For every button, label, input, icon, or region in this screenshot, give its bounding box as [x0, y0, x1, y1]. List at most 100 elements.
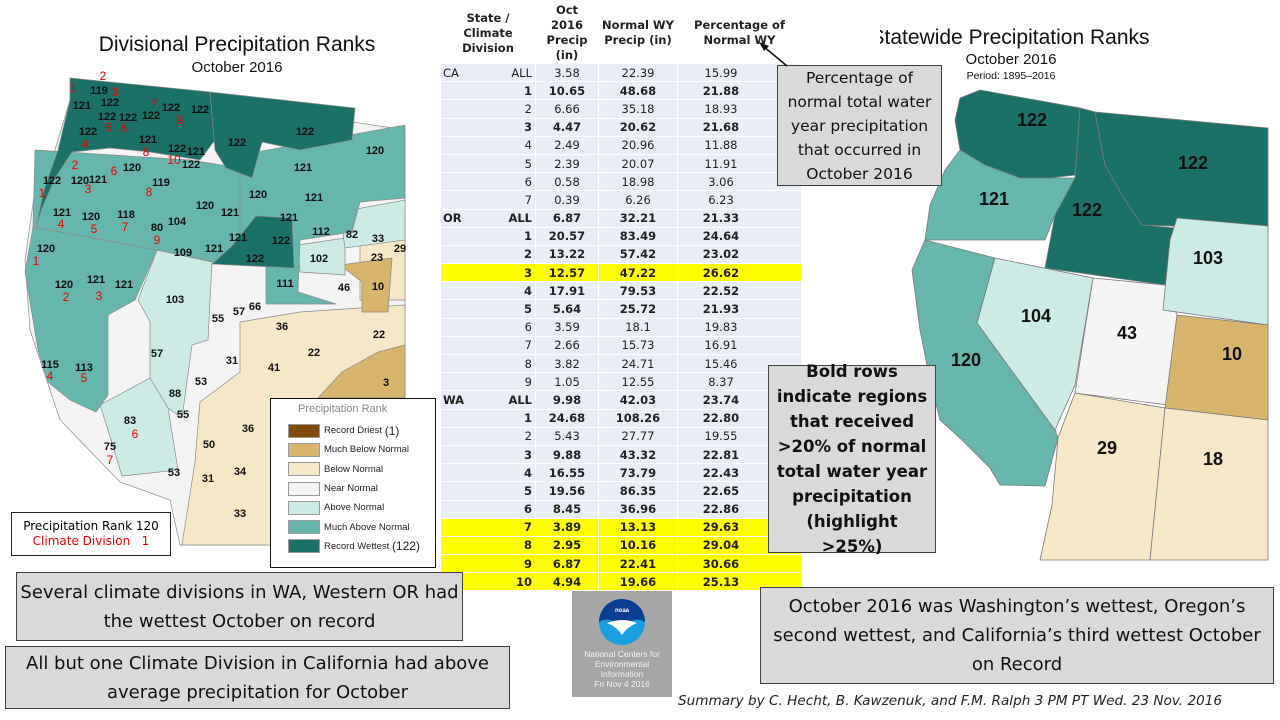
divisional-map-subtitle: October 2016: [192, 59, 283, 76]
climate-division-number: 6: [132, 427, 139, 441]
region-above-normal-ca6: [99, 377, 179, 477]
legend-swatch: [288, 520, 320, 535]
climate-division-number: 3: [96, 289, 103, 303]
division-rank-label: 120: [366, 145, 384, 157]
pct-normal-cell: 25.13: [677, 572, 802, 592]
division-label: 1: [523, 411, 532, 426]
division-label: 3: [523, 120, 532, 135]
division-cell: 3: [440, 444, 536, 465]
division-rank-label: 102: [310, 253, 328, 265]
normal-wy-cell: 15.73: [598, 335, 678, 356]
division-label: 2: [524, 429, 532, 444]
oct-precip-cell: 0.58: [535, 172, 599, 192]
oct-precip-cell: 1.05: [535, 372, 599, 392]
division-rank-label: 111: [276, 278, 293, 290]
climate-division-number: 1: [39, 186, 46, 200]
division-label: 3: [523, 447, 532, 462]
division-label: 8: [524, 356, 532, 371]
division-rank-label: 82: [346, 229, 358, 241]
division-rank-label: 120: [37, 243, 55, 255]
state-rank-label: 104: [1021, 306, 1051, 326]
division-rank-label: 55: [212, 313, 224, 325]
division-label: 2: [523, 247, 532, 262]
division-cell: 6: [440, 317, 536, 337]
division-cell: 2: [440, 99, 536, 119]
division-label: 9: [524, 374, 532, 389]
legend-label: Above Normal: [324, 502, 385, 514]
region-record-wettest-mt: [209, 91, 356, 179]
division-cell: 6: [440, 499, 536, 519]
table-row: 2 13.22 57.42 23.02: [440, 244, 802, 265]
normal-wy-cell: 19.66: [598, 572, 678, 592]
legend-title: Precipitation Rank: [298, 403, 388, 415]
state-rank-label: 122: [1017, 110, 1047, 130]
normal-wy-cell: 25.72: [598, 299, 678, 319]
division-rank-label: 120: [196, 200, 214, 212]
division-rank-label: 57: [151, 348, 163, 360]
statewide-map-subtitle: October 2016: [966, 51, 1057, 68]
division-cell: OR ALL: [440, 208, 536, 228]
normal-wy-cell: 20.62: [598, 117, 678, 137]
division-rank-label: 29: [394, 243, 406, 255]
normal-wy-cell: 22.41: [598, 554, 678, 574]
division-rank-label: 122: [98, 111, 116, 123]
oct-precip-cell: 20.57: [535, 226, 599, 246]
climate-division-number: 7: [122, 220, 129, 234]
table-row: OR ALL 6.87 32.21 21.33: [440, 208, 802, 228]
legend-label: Record Wettest: [324, 540, 390, 552]
table-row: 4 16.55 73.79 22.43: [440, 463, 802, 483]
noaa-ncei-logo: noaa National Centers for Environmental …: [572, 591, 672, 697]
oct-precip-cell: 5.64: [535, 299, 599, 319]
legend-label: Record Driest: [324, 425, 383, 437]
legend-suffix: (1): [384, 423, 400, 438]
normal-wy-cell: 108.26: [598, 408, 678, 428]
climate-division-number: 8: [146, 185, 153, 199]
division-rank-label: 22: [373, 329, 385, 341]
division-cell: 8: [440, 535, 536, 556]
division-cell: 1: [440, 408, 536, 428]
legend-swatch: [288, 423, 320, 438]
legend-swatch: [288, 539, 320, 554]
oct-precip-cell: 3.82: [535, 353, 599, 374]
pct-normal-cell: 3.06: [677, 172, 802, 192]
statewide-map-period: Period: 1895–2016: [967, 70, 1056, 82]
division-rank-label: 115: [41, 359, 59, 371]
normal-wy-cell: 43.32: [598, 444, 678, 465]
division-rank-label: 53: [168, 467, 180, 479]
normal-wy-cell: 6.26: [598, 190, 678, 210]
division-rank-label: 41: [268, 362, 280, 374]
state-label: OR: [443, 211, 462, 226]
division-label: 2: [524, 101, 532, 116]
oct-precip-cell: 3.59: [535, 317, 599, 337]
division-cell: CA ALL: [440, 62, 536, 83]
oct-precip-cell: 2.49: [535, 135, 599, 155]
pct-normal-cell: 26.62: [677, 263, 802, 283]
division-rank-label: 31: [202, 473, 214, 485]
table-row: 1 20.57 83.49 24.64: [440, 226, 802, 246]
state-shape: [1094, 111, 1269, 233]
divisional-map-title: Divisional Precipitation Ranks: [99, 33, 376, 56]
division-rank-label: 122: [272, 235, 290, 247]
climate-division-number: 7: [107, 453, 114, 467]
normal-wy-cell: 79.53: [598, 281, 678, 301]
division-rank-label: 122: [162, 102, 180, 114]
division-label: 4: [523, 283, 532, 298]
oct-precip-cell: 9.98: [535, 390, 599, 410]
state-rank-label: 18: [1203, 449, 1223, 469]
logo-date: Fri Nov 4 2016: [594, 679, 650, 689]
division-label: ALL: [508, 211, 532, 226]
normal-wy-cell: 57.42: [598, 244, 678, 265]
table-row: 4 17.91 79.53 22.52: [440, 281, 802, 301]
table-row: 6 3.59 18.1 19.83: [440, 317, 802, 337]
header-division: State / Climate Division: [440, 2, 536, 64]
normal-wy-cell: 47.22: [598, 263, 678, 283]
division-label: 1: [523, 83, 532, 98]
division-label: 9: [523, 556, 532, 571]
division-rank-label: 80: [151, 222, 163, 234]
division-rank-label: 75: [104, 441, 116, 453]
division-label: 6: [524, 320, 532, 335]
climate-division-number: 10: [167, 153, 181, 167]
table-row: 2 5.43 27.77 19.55: [440, 426, 802, 446]
division-rank-label: 122: [228, 137, 246, 149]
legend-swatch: [288, 442, 320, 457]
